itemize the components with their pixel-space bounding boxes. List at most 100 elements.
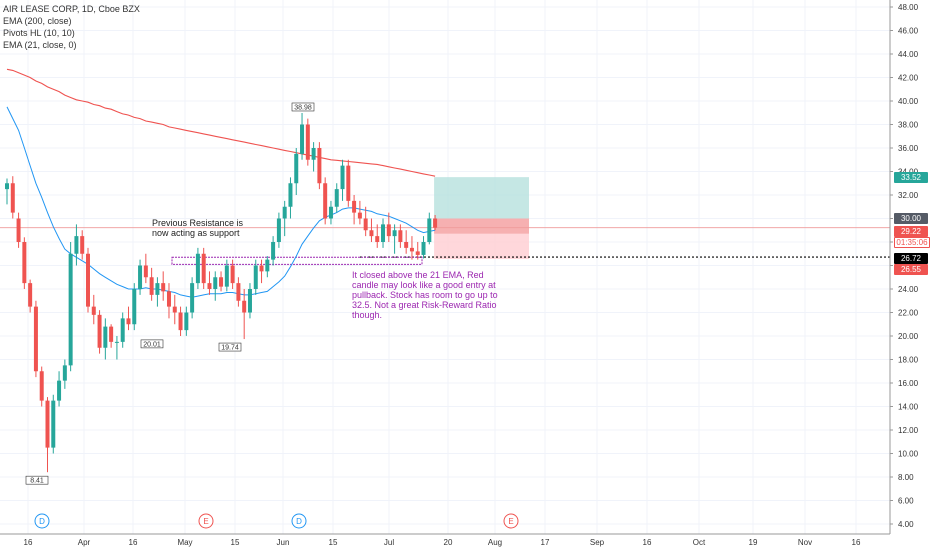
candle <box>161 271 166 301</box>
candle-body <box>114 341 119 343</box>
candle <box>392 224 397 254</box>
price-axis[interactable]: 4.00 6.00 8.00 10.00 12.00 14.00 16.00 18.00 20.… <box>889 0 919 534</box>
current-price-tag: 29.22 <box>894 226 928 237</box>
candle-body <box>103 326 108 348</box>
candle <box>5 178 9 205</box>
candle-body <box>317 148 322 184</box>
candle-body <box>334 189 339 207</box>
time-tick-label: Jul <box>384 538 394 547</box>
price-tick-label: 44.00 <box>898 50 919 59</box>
candle-body <box>398 230 403 242</box>
candle-body <box>166 291 171 307</box>
candle <box>224 259 229 292</box>
candle-body <box>143 265 148 278</box>
candle-body <box>201 253 206 284</box>
candle-body <box>126 318 131 325</box>
candle-body <box>155 283 160 295</box>
candle-body <box>178 312 183 331</box>
event-marker-circle <box>34 513 50 529</box>
candle <box>282 200 287 237</box>
candle-body <box>51 400 56 448</box>
event-marker-letter: D <box>39 517 45 526</box>
indicator-ema200-label[interactable]: EMA (200, close) <box>3 16 72 26</box>
candle-body <box>10 183 15 213</box>
candle <box>195 247 200 289</box>
time-tick-label: 15 <box>329 538 338 547</box>
candle <box>328 200 333 225</box>
dividend-marker: D <box>291 513 307 529</box>
candle-body <box>271 242 276 260</box>
candle <box>74 224 79 266</box>
candle <box>386 212 391 242</box>
candle <box>409 236 414 260</box>
candle-body <box>276 218 281 242</box>
stop-price-tag: 26.55 <box>894 264 928 275</box>
dividend-marker: D <box>34 513 50 529</box>
candle-body <box>97 314 102 348</box>
time-tick-label: Aug <box>488 538 502 547</box>
candle <box>352 195 357 225</box>
candle <box>433 214 438 231</box>
candle-body <box>311 148 316 160</box>
risk-reward-zones <box>0 177 890 265</box>
candle <box>109 324 114 348</box>
candle-body <box>247 289 252 313</box>
candle <box>126 306 131 331</box>
candle-body <box>213 277 218 289</box>
candle-body <box>369 230 374 237</box>
pivot-label: 20.01 <box>140 339 164 348</box>
ema-200-line <box>6 68 436 177</box>
event-marker-letter: E <box>203 517 208 526</box>
event-marker-circle <box>291 513 307 529</box>
candle <box>62 359 67 389</box>
candle <box>57 371 62 407</box>
analysis-annotation: It closed above the 21 EMA, Red candle m… <box>352 270 498 320</box>
candle <box>207 271 212 295</box>
earnings-marker: E <box>198 513 214 529</box>
price-tick-label: 40.00 <box>898 97 919 106</box>
price-tick-label: 48.00 <box>898 3 919 12</box>
ema-21-path <box>6 106 436 298</box>
candle <box>39 366 44 407</box>
candle-body <box>375 236 380 242</box>
support-box <box>171 256 423 265</box>
chart-legend: AIR LEASE CORP, 1D, Cboe BZX EMA (200, c… <box>3 3 140 51</box>
price-tick-label: 20.00 <box>898 332 919 341</box>
price-tick-label: 12.00 <box>898 426 919 435</box>
indicator-pivots-label[interactable]: Pivots HL (10, 10) <box>3 28 75 38</box>
candle <box>334 183 339 213</box>
candle <box>51 394 56 454</box>
price-tick-label: 46.00 <box>898 27 919 36</box>
indicator-ema21-label[interactable]: EMA (21, close, 0) <box>3 40 77 50</box>
candle <box>16 212 21 248</box>
price-tick-label: 8.00 <box>898 473 914 482</box>
time-tick-label: 20 <box>444 538 453 547</box>
candle-body <box>80 236 85 254</box>
price-tick-label: 24.00 <box>898 285 919 294</box>
candle-body <box>5 183 9 190</box>
candle <box>259 259 264 284</box>
time-axis[interactable]: 16 Apr 16 May 15 Jun 15 Jul 20 Aug 17 Sep 16 Oct 19 Nov… <box>0 533 890 547</box>
candle <box>357 200 362 225</box>
candle-body <box>282 206 287 219</box>
candle-body <box>392 230 397 237</box>
candle-body <box>300 124 305 154</box>
candle <box>415 242 420 260</box>
entry-band <box>434 218 529 234</box>
countdown-tag: 01:35:06 <box>894 237 930 248</box>
event-marker-circle <box>503 513 519 529</box>
candle-body <box>288 183 293 207</box>
candle-body <box>381 224 386 242</box>
candle <box>45 397 50 473</box>
candle <box>10 176 15 219</box>
candle <box>288 177 293 219</box>
target-price-tag: 33.52 <box>894 172 928 183</box>
symbol-title[interactable]: AIR LEASE CORP, 1D, Cboe BZX <box>3 4 140 14</box>
candle <box>22 237 27 289</box>
time-tick-label: 16 <box>129 538 138 547</box>
price-tick-label: 4.00 <box>898 520 914 529</box>
candle <box>421 236 426 259</box>
candle-body <box>230 265 235 284</box>
